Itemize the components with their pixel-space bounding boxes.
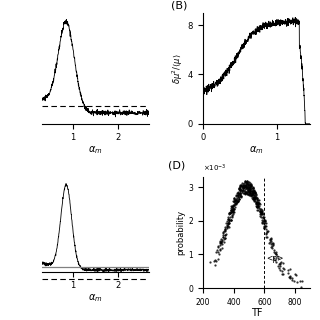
X-axis label: $\alpha_m$: $\alpha_m$ xyxy=(88,144,103,156)
X-axis label: TF: TF xyxy=(251,308,262,318)
Text: $\times 10^{-3}$: $\times 10^{-3}$ xyxy=(203,163,227,174)
Text: (D): (D) xyxy=(168,160,186,170)
X-axis label: $\alpha_m$: $\alpha_m$ xyxy=(88,292,103,304)
X-axis label: $\alpha_m$: $\alpha_m$ xyxy=(249,144,264,156)
Text: (B): (B) xyxy=(171,0,187,10)
Text: <p>: <p> xyxy=(267,254,284,263)
Y-axis label: probability: probability xyxy=(177,210,186,255)
Y-axis label: $\delta\mu^2/\langle\mu\rangle$: $\delta\mu^2/\langle\mu\rangle$ xyxy=(171,53,185,84)
